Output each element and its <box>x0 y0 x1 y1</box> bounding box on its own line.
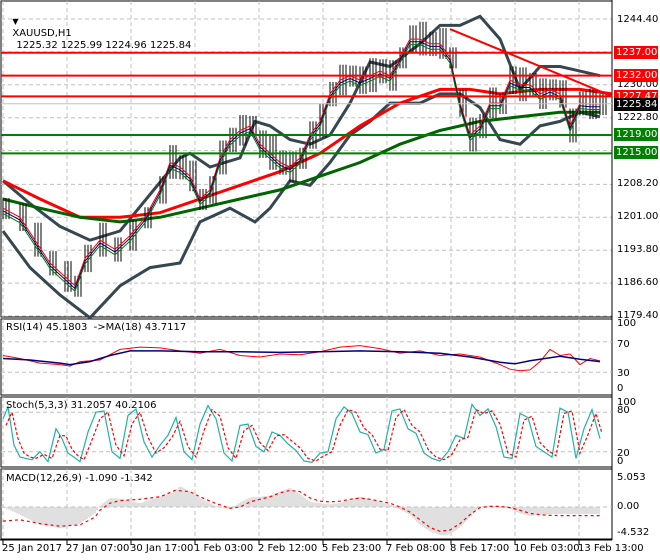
support-tag: 1219.00 <box>614 128 658 141</box>
resistance-tag: 1237.00 <box>614 46 658 59</box>
price-tick: 1230.00 <box>617 79 659 90</box>
macd-signal-line <box>2 489 600 532</box>
stoch-level: 100 <box>617 397 637 408</box>
macd-level: 5.053 <box>617 472 646 483</box>
bollinger-band <box>1 92 601 320</box>
macd-level: -4.532 <box>617 527 650 538</box>
bollinger-band <box>2 14 601 242</box>
time-label: 2 Feb 12:00 <box>258 543 318 554</box>
trendline <box>449 28 613 98</box>
rsi-level: 30 <box>617 368 630 379</box>
ma-fast-blue <box>2 41 600 290</box>
stoch-level: 0 <box>617 456 624 467</box>
ma-green <box>2 110 600 224</box>
stoch-d-line <box>5 408 603 462</box>
rsi-level: 0 <box>617 383 624 394</box>
time-label: 1 Feb 03:00 <box>194 543 254 554</box>
price-tick: 1193.80 <box>617 244 659 255</box>
stoch-pane <box>0 396 613 468</box>
time-label: 10 Feb 03:00 <box>514 543 580 554</box>
price-tick: 1186.60 <box>617 277 659 288</box>
ohlc-values: 1225.32 1225.99 1224.96 1225.84 <box>16 40 192 51</box>
time-label: 5 Feb 23:00 <box>322 543 382 554</box>
time-label: 27 Jan 07:00 <box>66 543 130 554</box>
stoch-level: 80 <box>617 405 630 416</box>
price-tick: 1222.80 <box>617 112 659 123</box>
chart-header: ▼ XAUUSD,H1 1225.32 1225.99 1224.96 1225… <box>6 4 191 52</box>
time-label: 13 Feb 13:00 <box>578 543 644 554</box>
ma-fast-red <box>2 38 600 287</box>
time-label: 25 Jan 2017 <box>2 543 62 554</box>
macd-level: 0.00 <box>617 501 640 512</box>
triangle-down-icon[interactable]: ▼ <box>12 17 19 26</box>
price-tick: 1244.40 <box>617 14 659 25</box>
current-price-tag: 1225.84 <box>614 98 658 111</box>
price-tick: 1201.00 <box>617 211 659 222</box>
symbol-label: XAUUSD,H1 <box>12 28 72 39</box>
time-label: 30 Jan 17:00 <box>130 543 194 554</box>
ma-fast-green <box>2 44 600 293</box>
rsi-ma-line <box>2 350 601 366</box>
time-label: 7 Feb 08:00 <box>386 543 446 554</box>
macd-label: MACD(12,26,9) -1.090 -1.342 <box>6 473 153 484</box>
time-label: 8 Feb 17:00 <box>450 543 510 554</box>
price-tick: 1208.20 <box>617 178 659 189</box>
stoch-label: Stoch(5,3,3) 31.2057 40.2106 <box>6 400 157 411</box>
stoch-level: 20 <box>617 448 630 459</box>
rsi-level: 70 <box>617 339 630 350</box>
support-tag: 1215.00 <box>614 146 658 159</box>
rsi-line <box>2 345 601 372</box>
resistance-tag: 1232.00 <box>614 69 658 82</box>
price-tick: 1179.40 <box>617 310 659 321</box>
rsi-level: 100 <box>617 318 637 329</box>
rsi-label: RSI(14) 45.1803 ->MA(18) 43.7117 <box>6 322 187 333</box>
stoch-k-line <box>2 402 601 464</box>
